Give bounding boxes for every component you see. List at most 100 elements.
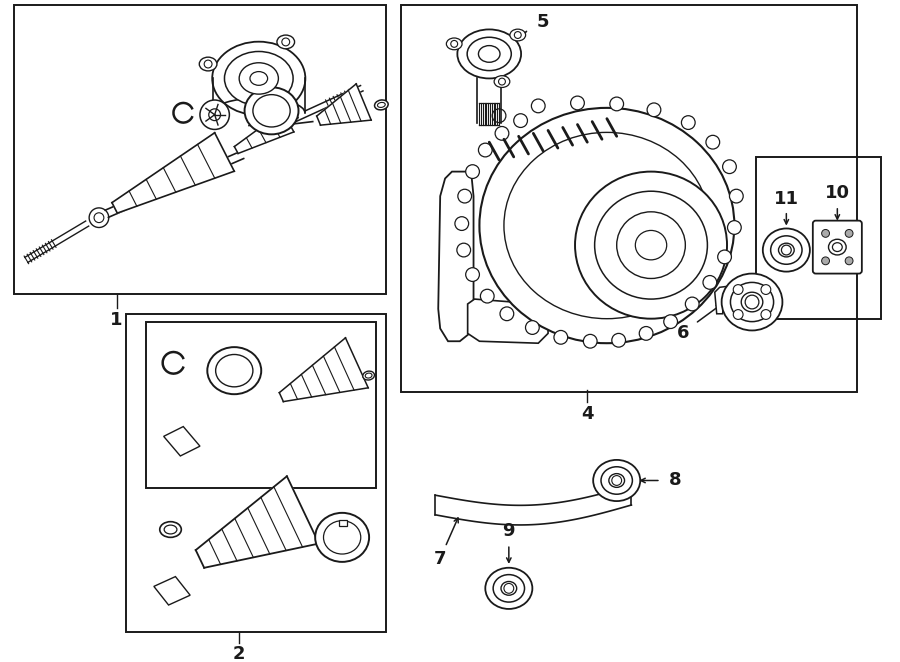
Circle shape xyxy=(458,189,472,203)
Ellipse shape xyxy=(595,191,707,299)
Circle shape xyxy=(554,330,568,344)
Circle shape xyxy=(526,320,539,334)
Ellipse shape xyxy=(245,87,299,134)
Circle shape xyxy=(479,143,492,157)
Ellipse shape xyxy=(377,103,385,107)
Circle shape xyxy=(734,285,743,295)
Circle shape xyxy=(200,100,230,130)
Ellipse shape xyxy=(501,581,517,595)
Circle shape xyxy=(610,97,624,111)
Ellipse shape xyxy=(763,228,810,271)
Text: 2: 2 xyxy=(233,645,246,662)
Circle shape xyxy=(204,60,212,68)
Circle shape xyxy=(745,295,759,309)
Ellipse shape xyxy=(253,95,290,127)
Circle shape xyxy=(571,96,584,110)
Text: 10: 10 xyxy=(824,184,850,202)
Bar xyxy=(401,5,857,393)
Polygon shape xyxy=(317,84,371,125)
Text: 3: 3 xyxy=(272,505,284,523)
Ellipse shape xyxy=(635,230,667,260)
Circle shape xyxy=(639,326,653,340)
Circle shape xyxy=(717,250,732,263)
Bar xyxy=(126,314,386,632)
Text: 11: 11 xyxy=(774,190,799,208)
Ellipse shape xyxy=(315,513,369,562)
Circle shape xyxy=(822,257,830,265)
Ellipse shape xyxy=(722,273,782,330)
Polygon shape xyxy=(279,338,368,402)
Ellipse shape xyxy=(239,63,278,94)
Circle shape xyxy=(451,40,457,47)
Circle shape xyxy=(845,230,853,237)
Ellipse shape xyxy=(159,522,181,538)
Circle shape xyxy=(703,275,716,289)
Circle shape xyxy=(500,307,514,320)
Ellipse shape xyxy=(593,460,640,501)
Circle shape xyxy=(685,297,699,311)
Bar xyxy=(339,520,347,526)
Ellipse shape xyxy=(365,373,372,378)
Circle shape xyxy=(730,189,743,203)
Text: 5: 5 xyxy=(537,13,549,30)
Ellipse shape xyxy=(829,239,846,255)
Text: 1: 1 xyxy=(111,310,122,328)
Circle shape xyxy=(209,109,220,120)
Ellipse shape xyxy=(467,37,511,71)
Ellipse shape xyxy=(575,171,727,318)
Circle shape xyxy=(89,208,109,228)
Ellipse shape xyxy=(212,42,305,115)
Circle shape xyxy=(465,165,480,179)
Circle shape xyxy=(612,334,625,347)
Ellipse shape xyxy=(164,525,177,534)
Ellipse shape xyxy=(480,108,734,343)
Circle shape xyxy=(457,243,471,257)
Circle shape xyxy=(681,116,695,130)
Ellipse shape xyxy=(277,108,294,122)
Ellipse shape xyxy=(216,354,253,387)
Circle shape xyxy=(282,111,290,119)
Circle shape xyxy=(761,285,770,295)
Ellipse shape xyxy=(616,212,685,279)
Bar xyxy=(146,322,376,489)
Ellipse shape xyxy=(731,283,774,322)
FancyBboxPatch shape xyxy=(813,220,862,273)
Polygon shape xyxy=(468,299,548,343)
Circle shape xyxy=(504,583,514,593)
Polygon shape xyxy=(164,426,200,456)
Circle shape xyxy=(514,114,527,128)
Ellipse shape xyxy=(510,29,526,41)
Circle shape xyxy=(495,126,508,140)
Ellipse shape xyxy=(446,38,462,50)
Circle shape xyxy=(647,103,661,117)
Circle shape xyxy=(531,99,545,113)
Ellipse shape xyxy=(832,243,842,252)
Text: 9: 9 xyxy=(502,522,515,540)
Polygon shape xyxy=(154,577,190,605)
Ellipse shape xyxy=(778,243,794,257)
Bar xyxy=(14,5,386,294)
Circle shape xyxy=(822,230,830,237)
Circle shape xyxy=(723,160,736,173)
Ellipse shape xyxy=(601,467,633,495)
Ellipse shape xyxy=(504,132,710,318)
Ellipse shape xyxy=(277,35,294,49)
Text: 4: 4 xyxy=(581,404,593,423)
Ellipse shape xyxy=(250,71,267,85)
Circle shape xyxy=(734,310,743,319)
Text: 6: 6 xyxy=(677,324,689,342)
Circle shape xyxy=(454,216,469,230)
Circle shape xyxy=(514,32,521,38)
Circle shape xyxy=(481,289,494,303)
Ellipse shape xyxy=(212,103,305,122)
Ellipse shape xyxy=(457,29,521,79)
Circle shape xyxy=(761,310,770,319)
Circle shape xyxy=(282,38,290,46)
Ellipse shape xyxy=(363,371,374,380)
Circle shape xyxy=(781,245,791,255)
Circle shape xyxy=(465,267,480,281)
Polygon shape xyxy=(438,171,473,341)
Ellipse shape xyxy=(224,52,293,105)
Ellipse shape xyxy=(374,100,388,110)
Circle shape xyxy=(664,314,678,328)
